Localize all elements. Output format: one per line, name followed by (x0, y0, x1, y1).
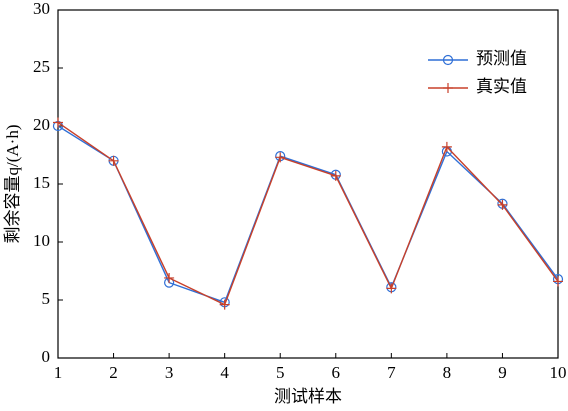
data-point (108, 155, 119, 166)
legend-label: 真实值 (476, 77, 527, 96)
x-tick-label: 8 (443, 363, 452, 382)
x-tick-label: 7 (387, 363, 396, 382)
data-point (219, 299, 230, 310)
data-point (497, 199, 508, 210)
data-point (164, 272, 175, 283)
data-point (275, 152, 286, 163)
x-tick-label: 3 (165, 363, 174, 382)
x-axis-label: 测试样本 (274, 387, 342, 406)
data-point (53, 117, 63, 128)
legend-label: 预测值 (476, 49, 527, 68)
legend-marker (443, 83, 453, 93)
data-point (553, 276, 563, 287)
y-tick-label: 10 (33, 231, 50, 250)
y-axis-label: 剩余容量q/(A·h) (3, 125, 22, 244)
y-tick-label: 20 (33, 115, 50, 134)
series-line (57, 125, 559, 304)
y-tick-label: 30 (33, 0, 50, 18)
legend-marker (442, 54, 454, 66)
y-tick-label: 0 (42, 347, 51, 366)
data-point (330, 170, 341, 181)
x-tick-label: 1 (54, 363, 63, 382)
data-point (386, 283, 397, 294)
y-tick-label: 5 (42, 289, 51, 308)
y-tick-label: 15 (33, 173, 50, 192)
x-tick-label: 5 (276, 363, 285, 382)
data-point (441, 141, 452, 152)
x-tick-label: 4 (220, 363, 229, 382)
y-tick-label: 25 (33, 57, 50, 76)
x-tick-label: 2 (109, 363, 118, 382)
series-line (57, 121, 559, 306)
x-tick-label: 6 (332, 363, 341, 382)
x-tick-label: 10 (550, 363, 567, 382)
x-tick-label: 9 (498, 363, 507, 382)
